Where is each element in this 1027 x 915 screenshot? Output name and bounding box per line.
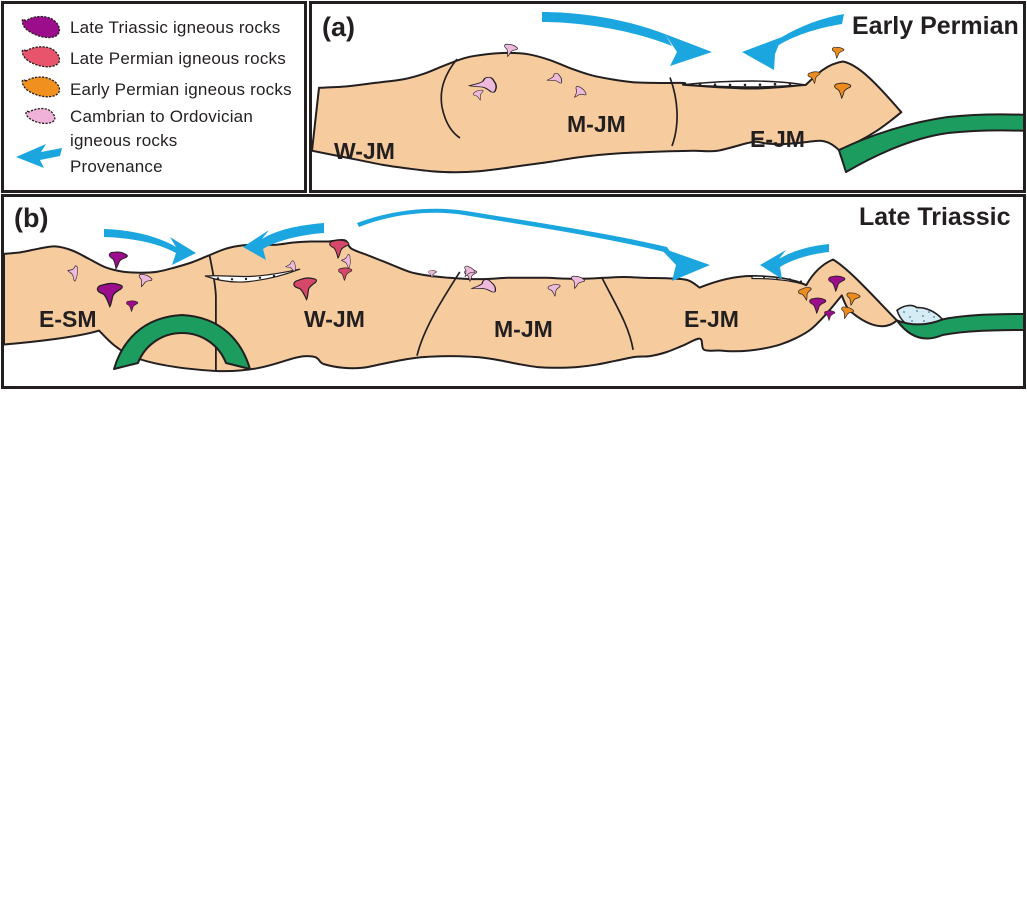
- svg-text:W-JM: W-JM: [334, 138, 395, 164]
- svg-text:(a): (a): [322, 12, 355, 42]
- svg-text:E-JM: E-JM: [750, 126, 805, 152]
- svg-text:E-SM: E-SM: [39, 306, 97, 332]
- svg-text:Early Permian: Early Permian: [852, 12, 1019, 40]
- svg-text:(b): (b): [14, 203, 48, 233]
- svg-text:M-JM: M-JM: [494, 316, 553, 342]
- svg-text:Late Triassic: Late Triassic: [859, 203, 1011, 231]
- svg-text:W-JM: W-JM: [304, 306, 365, 332]
- svg-text:E-JM: E-JM: [684, 306, 739, 332]
- svg-text:M-JM: M-JM: [567, 111, 626, 137]
